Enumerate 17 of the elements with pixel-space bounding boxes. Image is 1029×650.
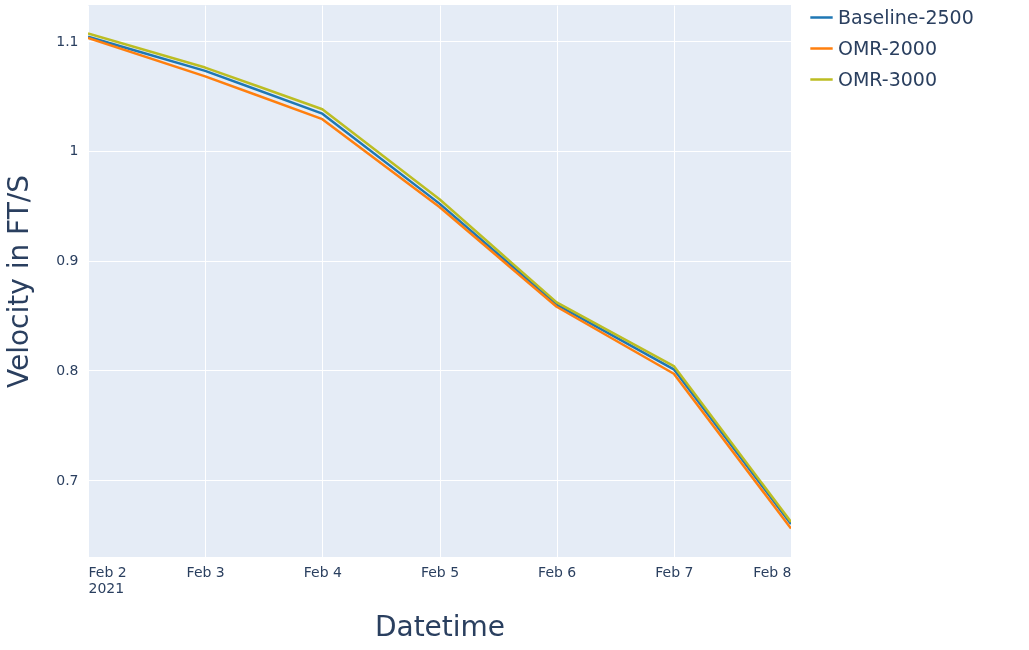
y-axis-title: Velocity in FT/S	[2, 174, 36, 389]
x-tick-label: Feb 6	[538, 563, 577, 580]
x-tick-label: Feb 5	[420, 563, 460, 580]
y-tick-label: 1	[69, 142, 79, 159]
legend-label: OMR-3000	[838, 67, 937, 90]
x-axis-title: Datetime	[374, 609, 506, 643]
legend-label: Baseline-2500	[838, 5, 974, 28]
y-tick-label: 0.8	[56, 361, 79, 378]
x-tick-label: Feb 3	[186, 563, 225, 580]
x-tick-label: Feb 2 2021	[88, 563, 127, 596]
x-tick-label: Feb 7	[655, 563, 694, 580]
x-tick-label: Feb 8	[753, 563, 792, 580]
legend-label: OMR-2000	[838, 36, 937, 59]
y-tick-label: 0.9	[56, 252, 79, 269]
x-tick-label: Feb 4	[303, 563, 342, 580]
y-tick-label: 1.1	[56, 32, 79, 49]
y-tick-label: 0.7	[56, 471, 79, 488]
